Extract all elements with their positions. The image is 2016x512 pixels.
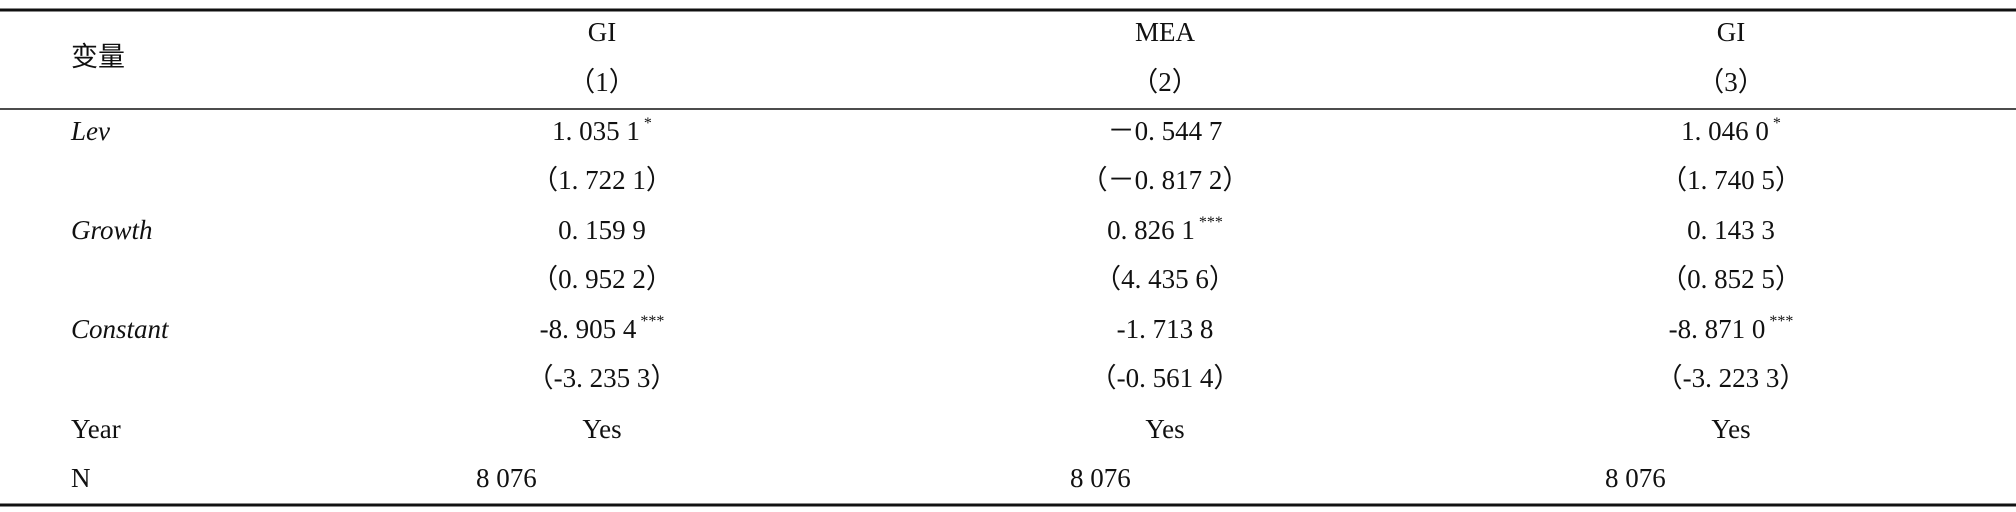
cell-value: （0. 952 2） (531, 264, 673, 294)
cell-value: （-3. 235 3） (527, 363, 678, 393)
cell-value: （1. 740 5） (1660, 165, 1802, 195)
cell: 8 076 (1070, 463, 1131, 493)
cell: Yes (1145, 414, 1184, 444)
cell-value: （－0. 817 2） (1081, 165, 1250, 195)
row-label: Constant (71, 314, 170, 344)
cell: 8 076 (1605, 463, 1666, 493)
cell: （1. 722 1） (531, 165, 673, 195)
cell-value: Yes (1145, 414, 1184, 444)
cell-value: 8 076 (1605, 463, 1666, 493)
cell: 8 076 (476, 463, 537, 493)
column-name: GI (1717, 17, 1746, 47)
cell: 0. 159 9 (558, 215, 646, 245)
cell-value: Yes (1711, 414, 1750, 444)
significance-stars: * (1773, 115, 1781, 132)
cell: 1. 035 1 * (552, 115, 652, 147)
cell: （4. 435 6） (1094, 264, 1236, 294)
significance-stars: *** (1769, 313, 1793, 330)
cell-value: （-3. 223 3） (1656, 363, 1807, 393)
cell-value: 1. 046 0 (1681, 116, 1769, 146)
cell: （-3. 223 3） (1656, 363, 1807, 393)
cell-value: －0. 544 7 (1108, 116, 1223, 146)
cell-value: （0. 852 5） (1660, 264, 1802, 294)
variable-header: 变量 (71, 42, 125, 72)
cell-value: （1. 722 1） (531, 165, 673, 195)
cell: 0. 143 3 (1687, 215, 1775, 245)
column-name: GI (588, 17, 617, 47)
cell: 1. 046 0 * (1681, 115, 1781, 147)
row-label: Lev (70, 116, 110, 146)
row-label: Year (71, 414, 121, 444)
cell: －0. 544 7 (1108, 116, 1223, 146)
cell: （-0. 561 4） (1090, 363, 1241, 393)
row-label: N (71, 463, 91, 493)
significance-stars: * (644, 115, 652, 132)
cell: 0. 826 1 *** (1107, 214, 1223, 246)
column-number: （3） (1697, 67, 1765, 97)
cell-value: -1. 713 8 (1117, 314, 1214, 344)
cell: （0. 852 5） (1660, 264, 1802, 294)
column-name: MEA (1135, 17, 1196, 47)
cell-value: （4. 435 6） (1094, 264, 1236, 294)
significance-stars: *** (1199, 214, 1223, 231)
column-number: （1） (568, 67, 636, 97)
column-number: （2） (1131, 67, 1199, 97)
cell-value: -8. 905 4 (540, 314, 637, 344)
row-label: Growth (71, 215, 153, 245)
cell: （1. 740 5） (1660, 165, 1802, 195)
cell: Yes (1711, 414, 1750, 444)
cell: （－0. 817 2） (1081, 165, 1250, 195)
significance-stars: *** (640, 313, 664, 330)
cell: （-3. 235 3） (527, 363, 678, 393)
cell: （0. 952 2） (531, 264, 673, 294)
cell: Yes (582, 414, 621, 444)
cell-value: 0. 826 1 (1107, 215, 1195, 245)
cell: -8. 905 4 *** (540, 313, 665, 345)
cell: -1. 713 8 (1117, 314, 1214, 344)
cell-value: 0. 159 9 (558, 215, 646, 245)
cell-value: 0. 143 3 (1687, 215, 1775, 245)
cell-value: （-0. 561 4） (1090, 363, 1241, 393)
cell-value: -8. 871 0 (1669, 314, 1766, 344)
cell: -8. 871 0 *** (1669, 313, 1794, 345)
cell-value: Yes (582, 414, 621, 444)
cell-value: 8 076 (476, 463, 537, 493)
cell-value: 1. 035 1 (552, 116, 640, 146)
cell-value: 8 076 (1070, 463, 1131, 493)
